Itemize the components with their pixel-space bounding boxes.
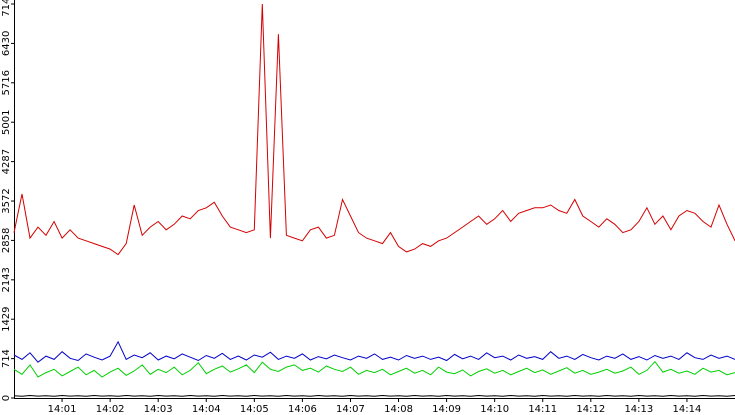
- x-tick-label: 14:04: [192, 404, 221, 415]
- y-tick-label: 5716: [1, 70, 12, 95]
- x-tick-label: 14:08: [384, 404, 413, 415]
- y-tick-label: 2858: [1, 228, 12, 253]
- x-tick-label: 14:05: [240, 404, 269, 415]
- y-tick-label: 1429: [1, 306, 12, 331]
- x-tick-label: 14:03: [144, 404, 173, 415]
- y-tick-label: 3572: [1, 188, 12, 213]
- x-tick-label: 14:09: [432, 404, 461, 415]
- y-tick-label: 2143: [1, 267, 12, 292]
- series-line: [13, 360, 735, 378]
- x-tick-label: 14:07: [336, 404, 365, 415]
- x-tick-label: 14:10: [480, 404, 509, 415]
- x-tick-label: 14:11: [528, 404, 557, 415]
- series-line: [13, 340, 735, 363]
- y-tick-label: 714: [1, 349, 12, 368]
- y-tick-label: 0: [1, 395, 12, 401]
- y-tick-label: 7145: [1, 0, 12, 17]
- x-tick-label: 14:13: [624, 404, 653, 415]
- y-tick-label: 4287: [1, 149, 12, 174]
- y-tick-label: 6430: [1, 31, 12, 56]
- x-tick-label: 14:06: [288, 404, 317, 415]
- x-tick-label: 14:14: [673, 404, 702, 415]
- series-line: [13, 3, 735, 256]
- x-tick-label: 14:12: [576, 404, 605, 415]
- series-line: [13, 394, 735, 397]
- x-tick-label: 14:01: [48, 404, 77, 415]
- y-tick-label: 5001: [1, 110, 12, 135]
- x-tick-label: 14:02: [96, 404, 125, 415]
